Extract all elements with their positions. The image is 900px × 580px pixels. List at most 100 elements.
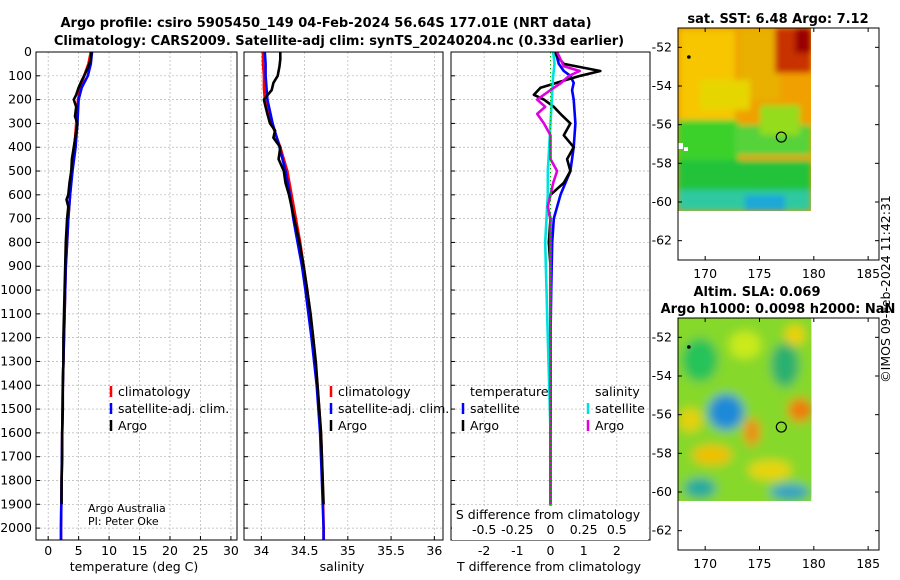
x-tick-label: -2 <box>478 543 490 558</box>
top-tick-label: 0.5 <box>607 522 627 537</box>
x-tick-label: -1 <box>511 543 523 558</box>
x-tick-label: 36 <box>426 543 442 558</box>
series-t-argo <box>532 52 602 505</box>
sla-field <box>678 318 812 501</box>
legend-t-satellite: satellite <box>470 401 520 416</box>
sst-map: sat. SST: 6.48 Argo: 7.12 <box>652 12 880 281</box>
x-tick-label: 34.5 <box>291 543 319 558</box>
t-difference-xlabel: T difference from climatology <box>456 559 642 574</box>
y-tick-label: 1400 <box>0 377 32 392</box>
legend-s-argo: Argo <box>595 418 624 433</box>
map-y-tick-label: -62 <box>652 233 672 248</box>
y-tick-label: 400 <box>8 139 32 154</box>
y-tick-label: 500 <box>8 163 32 178</box>
x-tick-label: 35 <box>340 543 356 558</box>
sst-field <box>678 28 811 211</box>
legend-s-satellite: satellite <box>595 401 645 416</box>
legend-temperature-header: temperature <box>470 384 549 399</box>
y-tick-label: 1300 <box>0 353 32 368</box>
x-tick-label: 34 <box>253 543 269 558</box>
y-tick-label: 100 <box>8 68 32 83</box>
sst-start-marker <box>687 55 691 59</box>
map-y-tick-label: -60 <box>652 484 672 499</box>
sst-map-title: sat. SST: 6.48 Argo: 7.12 <box>687 12 868 27</box>
x-tick-label: 30 <box>223 543 239 558</box>
map-x-tick-label: 175 <box>748 556 772 571</box>
y-tick-label: 700 <box>8 211 32 226</box>
s-difference-label: S difference from climatology <box>456 507 641 522</box>
series-argo <box>262 52 325 505</box>
y-tick-label: 2000 <box>0 520 32 535</box>
map-y-tick-label: -60 <box>652 194 672 209</box>
sla-profile-marker <box>775 421 787 433</box>
series-satellite-adj-clim- <box>263 52 325 540</box>
x-tick-label: 0 <box>547 543 555 558</box>
title-line-2: Climatology: CARS2009. Satellite-adj cli… <box>54 34 624 49</box>
y-tick-label: 1800 <box>0 472 32 487</box>
pi-label: PI: Peter Oke <box>88 515 159 528</box>
sla-map-subtitle: Argo h1000: 0.0098 h2000: NaN <box>661 302 896 317</box>
y-tick-label: 300 <box>8 115 32 130</box>
title-line-1: Argo profile: csiro 5905450_149 04-Feb-2… <box>60 16 591 31</box>
org-label: Argo Australia <box>88 502 166 515</box>
series-argo <box>60 52 93 505</box>
map-x-tick-label: 170 <box>693 556 717 571</box>
temperature-xlabel: temperature (deg C) <box>70 559 199 574</box>
top-tick-label: 0 <box>547 522 555 537</box>
legend-climatology: climatology <box>118 384 191 399</box>
x-tick-label: 35.5 <box>377 543 405 558</box>
sla-start-marker <box>687 345 691 349</box>
salinity-xlabel: salinity <box>320 559 365 574</box>
map-y-tick-label: -54 <box>652 368 672 383</box>
map-y-tick-label: -56 <box>652 117 672 132</box>
y-tick-label: 1700 <box>0 449 32 464</box>
x-tick-label: 2 <box>613 543 621 558</box>
imos-watermark: ©IMOS 09-Feb-2024 11:42:31 <box>878 195 893 383</box>
y-tick-label: 600 <box>8 187 32 202</box>
salinity-axes: 34 34.5 35 35.5 36 salinity <box>243 51 444 574</box>
map-y-tick-label: -62 <box>652 523 672 538</box>
legend-argo: Argo <box>118 418 147 433</box>
y-tick-label: 200 <box>8 92 32 107</box>
map-x-tick-label: 170 <box>693 266 717 281</box>
map-x-tick-label: 180 <box>802 556 826 571</box>
y-tick-label: 1600 <box>0 425 32 440</box>
map-y-tick-label: -56 <box>652 407 672 422</box>
y-tick-label: 1200 <box>0 330 32 345</box>
sla-map-title: Altim. SLA: 0.069 <box>694 285 821 300</box>
map-y-tick-label: -58 <box>652 445 672 460</box>
y-tick-label: 1100 <box>0 306 32 321</box>
difference-legend: temperature salinity satellite Argo sate… <box>461 384 645 433</box>
x-tick-label: 20 <box>162 543 178 558</box>
series-t-satellite <box>549 52 577 540</box>
map-x-tick-label: 180 <box>802 266 826 281</box>
map-y-tick-label: -54 <box>652 78 672 93</box>
x-tick-label: 0 <box>44 543 52 558</box>
sst-profile-marker <box>775 131 787 143</box>
map-x-tick-label: 185 <box>856 266 880 281</box>
legend-t-argo: Argo <box>470 418 499 433</box>
difference-axes: -2 -1 0 1 2 S difference from climatology -0… <box>450 51 651 574</box>
temperature-axes: 0 5 10 15 20 25 300100200300400500600700800900… <box>0 44 239 574</box>
temperature-legend: climatology satellite-adj. clim. Argo <box>109 384 229 433</box>
legend-salinity-header: salinity <box>595 384 640 399</box>
x-tick-label: 15 <box>132 543 148 558</box>
y-tick-label: 1900 <box>0 496 32 511</box>
y-tick-label: 1000 <box>0 282 32 297</box>
map-x-tick-label: 185 <box>856 556 880 571</box>
y-tick-label: 1500 <box>0 401 32 416</box>
series-s-argo <box>535 52 582 505</box>
legend-climatology: climatology <box>338 384 411 399</box>
legend-satellite: satellite-adj. clim. <box>118 401 229 416</box>
x-tick-label: 5 <box>75 543 83 558</box>
top-tick-label: 0.25 <box>570 522 598 537</box>
map-x-tick-label: 175 <box>748 266 772 281</box>
salinity-legend: climatology satellite-adj. clim. Argo <box>329 384 449 433</box>
x-tick-label: 1 <box>580 543 588 558</box>
top-tick-label: -0.5 <box>472 522 496 537</box>
map-y-tick-label: -52 <box>652 329 672 344</box>
map-y-tick-label: -58 <box>652 155 672 170</box>
x-tick-label: 10 <box>101 543 117 558</box>
x-tick-label: 25 <box>193 543 209 558</box>
